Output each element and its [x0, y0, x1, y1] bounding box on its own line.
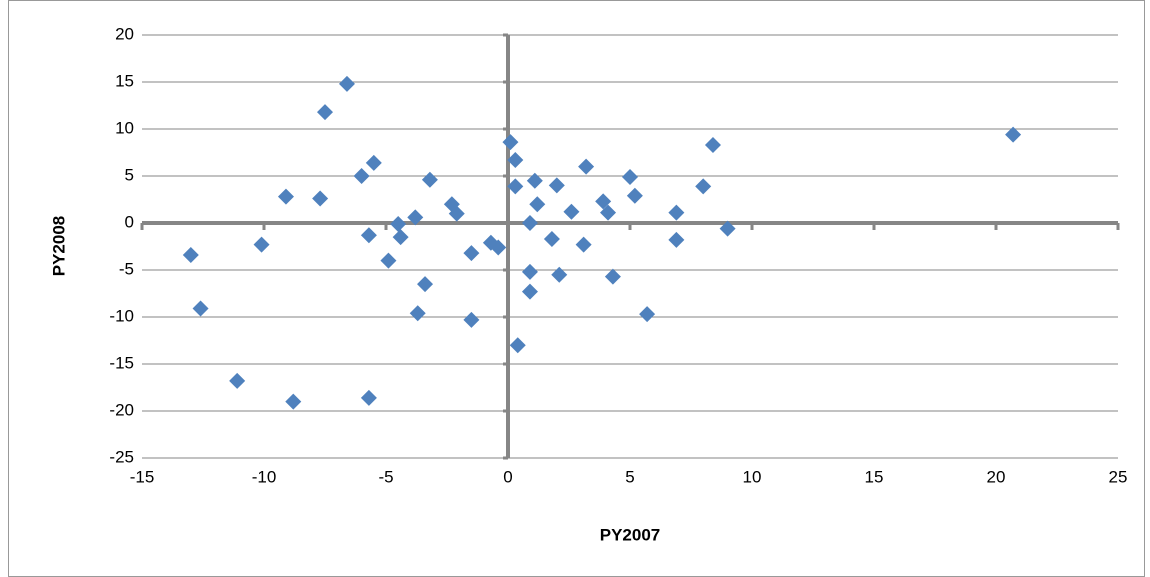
point: [704, 136, 721, 153]
point: [312, 190, 329, 207]
point: [317, 104, 333, 121]
point: [229, 372, 246, 389]
point: [182, 246, 199, 263]
point: [380, 252, 397, 269]
point: [695, 178, 712, 195]
point: [502, 134, 519, 151]
x-tick-label: 25: [1109, 467, 1128, 486]
point: [463, 245, 480, 262]
point: [409, 305, 426, 322]
point: [417, 276, 434, 293]
point: [360, 227, 377, 244]
y-tick-label: -15: [109, 353, 134, 372]
point: [626, 187, 643, 204]
point: [360, 389, 377, 406]
point: [365, 154, 382, 171]
point: [639, 306, 656, 323]
point: [353, 168, 370, 184]
y-tick-label: 15: [115, 71, 134, 90]
point: [448, 205, 465, 222]
point: [543, 230, 560, 247]
chart-frame: [8, 0, 1145, 577]
point: [521, 263, 538, 280]
x-tick-label: 15: [865, 467, 884, 486]
x-tick-label: 10: [743, 467, 762, 486]
y-tick-label: -25: [109, 447, 134, 466]
point: [507, 178, 524, 195]
point: [622, 168, 638, 185]
point: [668, 204, 685, 221]
point: [526, 172, 543, 189]
point: [421, 171, 438, 188]
point: [529, 196, 546, 213]
y-tick-label: 10: [115, 118, 134, 137]
point: [595, 193, 612, 210]
point: [551, 266, 568, 283]
point: [277, 188, 294, 205]
point: [463, 311, 480, 328]
point: [1005, 126, 1022, 143]
point: [521, 215, 538, 231]
point: [521, 283, 538, 300]
y-tick-label: -20: [109, 400, 134, 419]
point: [285, 393, 302, 410]
point: [604, 268, 621, 285]
point: [407, 209, 424, 226]
y-axis-title: PY2008: [49, 216, 68, 277]
x-axis-title: PY2007: [600, 525, 661, 544]
point: [490, 239, 507, 256]
x-tick-label: 5: [625, 467, 634, 486]
point: [192, 300, 209, 317]
x-tick-label: -10: [252, 467, 277, 486]
x-tick-label: -5: [378, 467, 393, 486]
point: [575, 236, 592, 253]
point: [548, 177, 565, 194]
x-tick-label: 0: [503, 467, 512, 486]
point: [507, 152, 524, 169]
point: [578, 158, 595, 175]
point: [600, 204, 617, 221]
point: [338, 75, 355, 92]
y-tick-label: 5: [125, 165, 134, 184]
point: [509, 337, 526, 354]
point: [392, 229, 409, 246]
point: [390, 215, 407, 232]
point: [668, 231, 685, 248]
y-tick-label: 0: [125, 212, 134, 231]
y-tick-label: -5: [119, 259, 134, 278]
y-tick-label: 20: [115, 24, 134, 43]
point: [563, 203, 580, 220]
x-tick-label: -15: [130, 467, 155, 486]
x-tick-label: 20: [987, 467, 1006, 486]
point: [253, 236, 270, 253]
y-tick-label: -10: [109, 306, 134, 325]
point: [719, 220, 736, 237]
